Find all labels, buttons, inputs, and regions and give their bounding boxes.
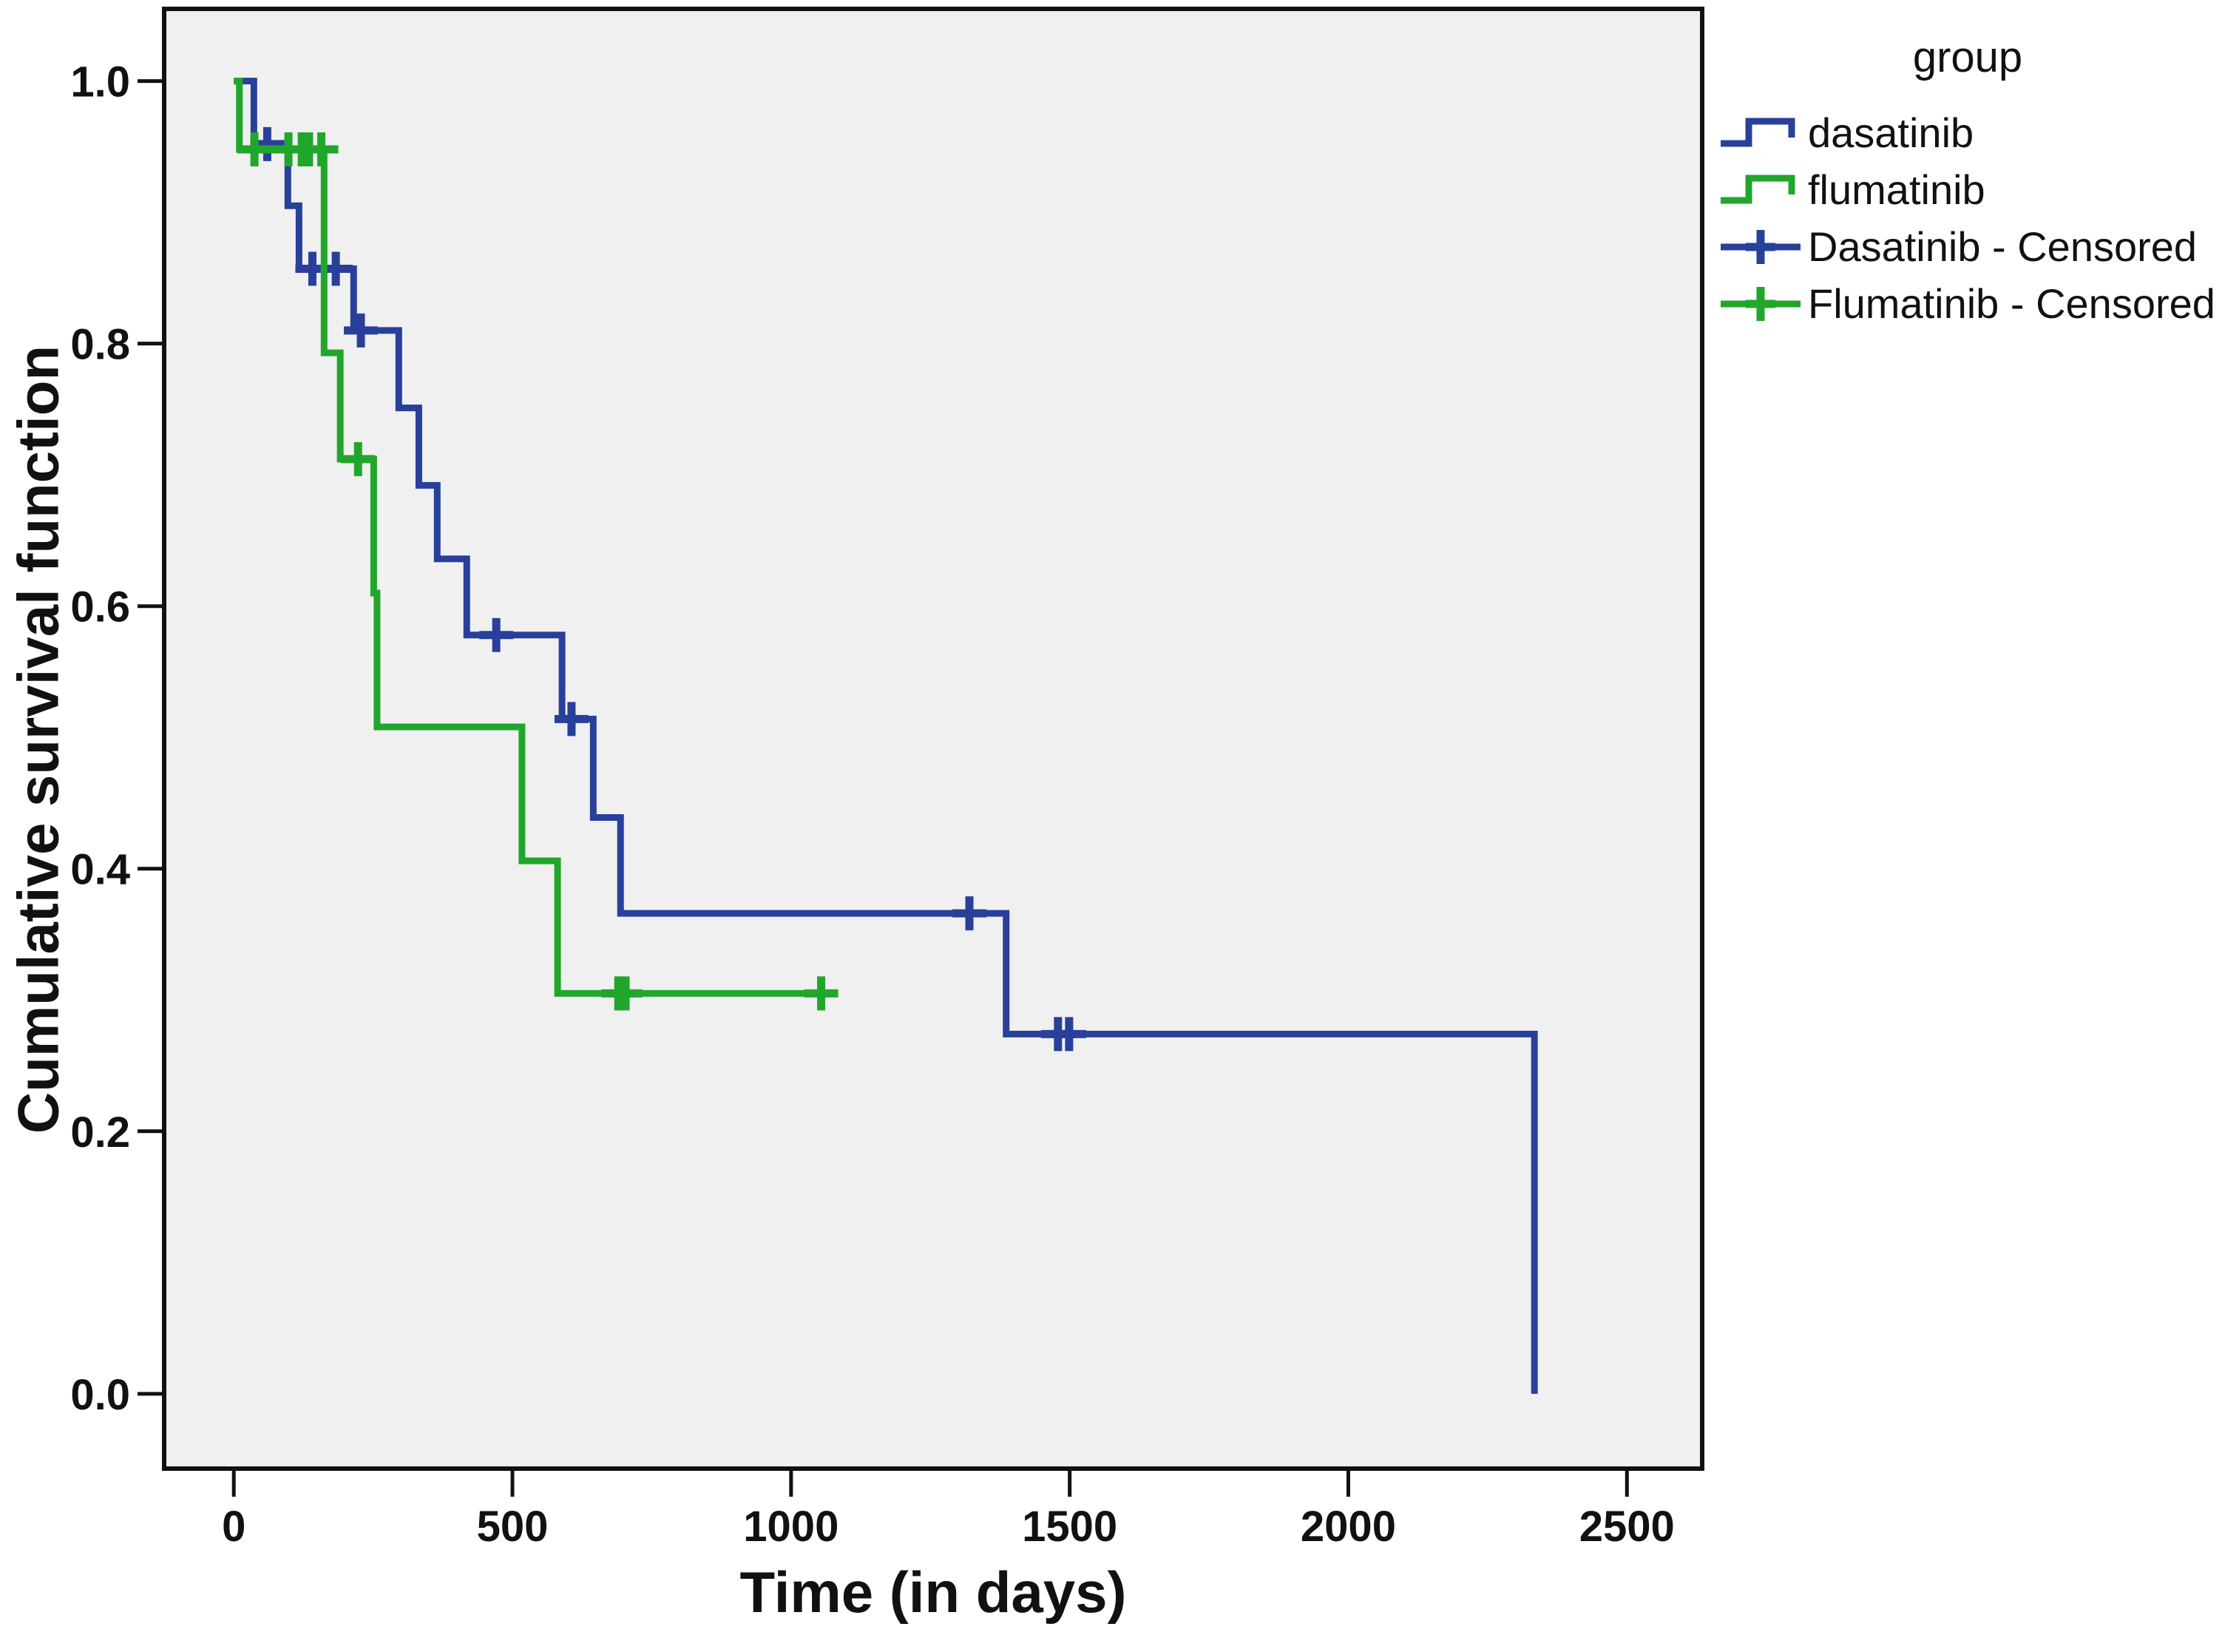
legend-title: group	[1912, 33, 2023, 81]
legend-item-dasatinib-censored: Dasatinib - Censored	[1719, 218, 2216, 275]
x-tick-label: 500	[477, 1503, 549, 1551]
legend-label: flumatinib	[1808, 166, 1985, 213]
y-tick-label: 0.4	[70, 846, 130, 894]
legend-item-flumatinib-censored: Flumatinib - Censored	[1719, 275, 2216, 332]
step-line-icon	[1721, 175, 1795, 203]
y-tick-label: 1.0	[70, 58, 130, 106]
legend: group dasatinib flumatinib Dasatinib - Cen…	[1719, 33, 2216, 332]
censor-plus-icon	[1721, 286, 1801, 321]
legend-label: Flumatinib - Censored	[1808, 280, 2215, 327]
y-tick-label: 0.8	[70, 321, 130, 369]
legend-item-flumatinib: flumatinib	[1719, 161, 2216, 218]
legend-item-dasatinib: dasatinib	[1719, 104, 2216, 161]
y-tick-label: 0.0	[70, 1371, 130, 1419]
step-line-icon	[1721, 118, 1795, 146]
survival-curve-dasatinib	[234, 78, 1538, 1394]
y-axis-title: Cumulative survival function	[5, 345, 71, 1134]
legend-items: dasatinib flumatinib Dasatinib - Censored F…	[1719, 104, 2216, 332]
plot-area	[162, 7, 1704, 1471]
censor-plus-icon	[1721, 229, 1801, 264]
legend-label: dasatinib	[1808, 109, 1974, 156]
x-tick-label: 0	[222, 1503, 245, 1551]
x-tick-label: 2000	[1301, 1503, 1396, 1551]
y-tick-label: 0.2	[70, 1108, 130, 1157]
legend-label: Dasatinib - Censored	[1808, 223, 2198, 270]
x-tick-label: 2500	[1579, 1503, 1675, 1551]
y-tick-label: 0.6	[70, 583, 130, 632]
x-tick-label: 1500	[1022, 1503, 1117, 1551]
x-tick-label: 1000	[743, 1503, 839, 1551]
x-axis-title: Time (in days)	[739, 1560, 1127, 1625]
